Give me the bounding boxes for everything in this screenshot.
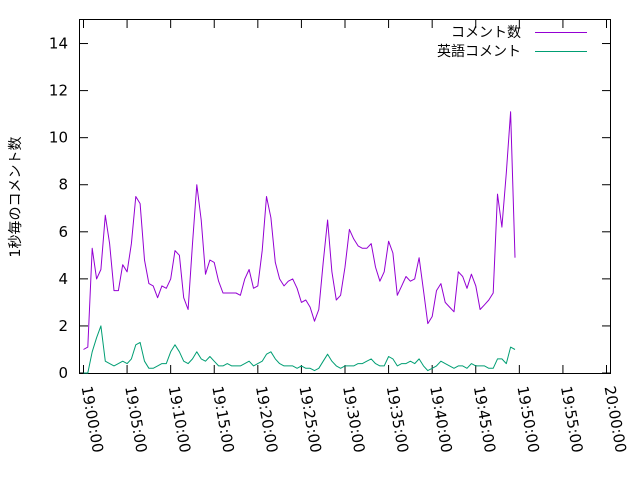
y-tick-label: 6 — [58, 223, 68, 241]
x-tick-label: 19:25:00 — [295, 385, 324, 454]
x-tick-label: 19:15:00 — [208, 385, 237, 454]
x-axis: 19:00:00 19:05:00 19:10:00 19:15:00 19:20:00… — [78, 20, 630, 454]
x-tick-label: 19:20:00 — [252, 385, 281, 454]
y-tick-label: 10 — [49, 129, 68, 147]
y-tick-label: 0 — [58, 364, 68, 382]
x-tick-label: 19:35:00 — [383, 385, 412, 454]
x-tick-label: 20:00:00 — [601, 385, 630, 454]
x-tick-label: 19:40:00 — [426, 385, 455, 454]
x-tick-label: 19:00:00 — [78, 385, 107, 454]
y-tick-label: 12 — [49, 82, 68, 100]
x-tick-label: 19:30:00 — [339, 385, 368, 454]
series-line-comments — [83, 111, 516, 350]
plot-frame — [79, 19, 611, 374]
legend-label-english-comments: 英語コメント — [437, 43, 521, 60]
x-tick-label: 19:10:00 — [165, 385, 194, 454]
series-layer — [83, 111, 516, 374]
x-tick-label: 19:50:00 — [513, 385, 542, 454]
x-tick-label: 19:05:00 — [121, 385, 150, 454]
y-axis-title: 1秒毎のコメント数 — [8, 137, 24, 258]
legend-label-comments: コメント数 — [451, 25, 521, 41]
y-axis: 0 2 4 6 8 10 12 14 — [49, 35, 610, 382]
x-tick-label: 19:45:00 — [470, 385, 499, 454]
x-tick-label: 19:55:00 — [557, 385, 586, 454]
y-tick-label: 4 — [58, 270, 68, 288]
y-tick-label: 14 — [49, 35, 68, 53]
legend: コメント数 英語コメント — [437, 25, 587, 60]
y-tick-label: 8 — [58, 176, 68, 194]
series-line-english-comments — [83, 325, 516, 374]
y-tick-label: 2 — [58, 317, 68, 335]
